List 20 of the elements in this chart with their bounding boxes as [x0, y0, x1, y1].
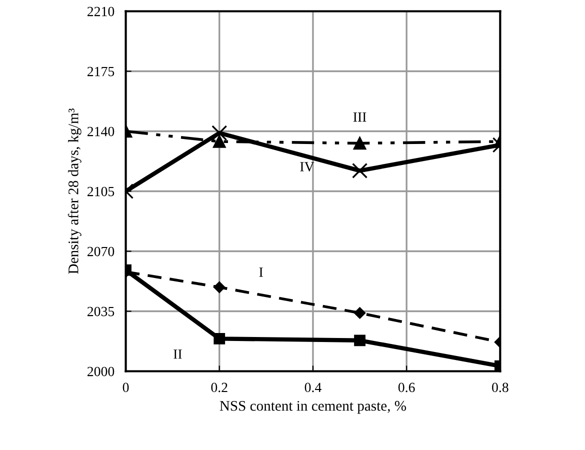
y-tick-label: 2140: [87, 126, 114, 136]
x-tick-label: 0.4: [304, 382, 322, 392]
series-label: III: [353, 112, 366, 122]
y-tick-label: 2210: [87, 6, 114, 16]
y-tick-label: 2035: [87, 306, 114, 316]
y-tick-label: 2175: [87, 66, 114, 76]
y-tick-label: 2105: [87, 186, 114, 196]
series-label: IV: [300, 162, 314, 172]
x-axis-title: NSS content in cement paste, %: [220, 400, 406, 414]
y-axis-title: Density after 28 days, kg/m³: [68, 108, 82, 274]
x-tick-label: 0.2: [211, 382, 228, 392]
series-label: I: [259, 268, 263, 277]
x-tick-label: 0.8: [492, 382, 508, 392]
x-tick-label: 0: [122, 382, 129, 392]
point: [354, 307, 366, 319]
point: [214, 282, 226, 293]
text: II: [174, 350, 182, 359]
y-tick-label: 2000: [87, 366, 114, 376]
x-tick-label: 0.6: [398, 382, 415, 392]
y-tick-label: 2070: [87, 246, 114, 256]
